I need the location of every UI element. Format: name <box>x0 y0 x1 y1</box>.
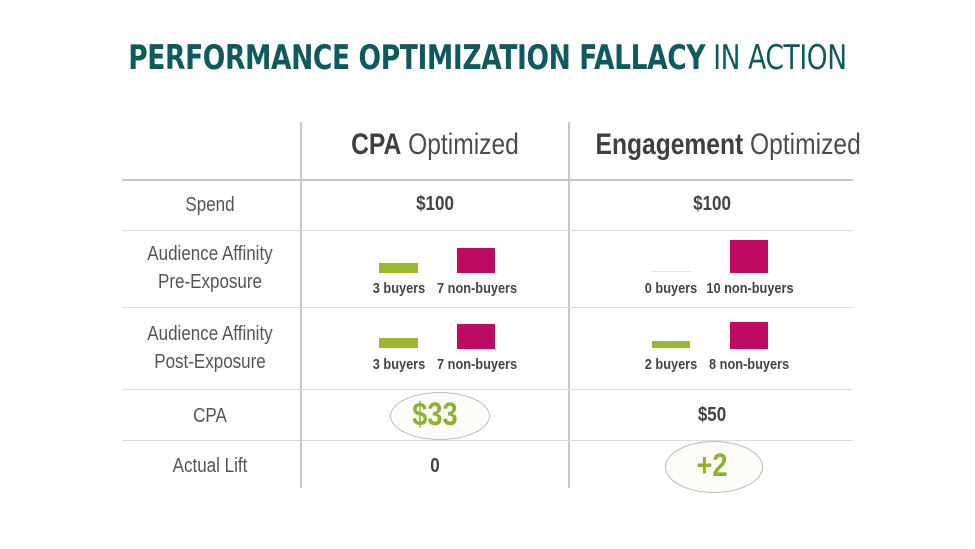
label-nonbuyers: 8 non-buyers <box>709 356 790 373</box>
row-label-cpa: CPA <box>193 405 227 427</box>
cell-cpa-engagement: $50 <box>697 404 727 426</box>
buyers-bar <box>651 271 691 272</box>
buyers-bar <box>379 338 418 348</box>
nonbuyers-bar <box>457 324 495 349</box>
cell-lift-engagement: +2 <box>696 447 728 483</box>
row-label-post-exposure: Audience Affinity Post-Exposure <box>135 320 285 376</box>
column-header-bold: Engagement <box>595 128 744 161</box>
label-nonbuyers: 7 non-buyers <box>437 280 518 297</box>
nonbuyers-bar <box>730 240 768 273</box>
row-label-line: Pre-Exposure <box>158 271 262 293</box>
label-buyers: 2 buyers <box>644 356 698 373</box>
row-rule <box>122 389 853 390</box>
column-header-bold: CPA <box>351 128 402 161</box>
row-label-actual-lift: Actual Lift <box>172 455 248 477</box>
cell-lift-cpa: 0 <box>430 455 440 477</box>
cell-cpa-cpa: $33 <box>412 396 458 432</box>
label-buyers: 0 buyers <box>644 280 698 297</box>
column-header-cpa: CPA Optimized <box>326 128 544 162</box>
buyers-bar <box>652 341 690 348</box>
column-header-engagement: Engagement Optimized <box>595 128 861 162</box>
cell-spend-cpa: $100 <box>416 193 454 215</box>
page-title: PERFORMANCE OPTIMIZATION FALLACY IN ACTI… <box>107 38 868 78</box>
label-buyers: 3 buyers <box>372 356 426 373</box>
label-nonbuyers: 7 non-buyers <box>437 356 518 373</box>
row-rule <box>122 440 853 441</box>
label-buyers: 3 buyers <box>372 280 426 297</box>
row-rule <box>122 230 853 231</box>
divider-left <box>300 122 302 488</box>
buyers-bar <box>379 263 418 273</box>
cell-spend-engagement: $100 <box>693 193 731 215</box>
row-label-spend: Spend <box>185 194 235 216</box>
nonbuyers-bar <box>457 248 495 273</box>
row-rule <box>122 307 853 308</box>
highlight-ellipse <box>390 392 490 440</box>
title-light: IN ACTION <box>713 38 847 78</box>
highlight-ellipse <box>665 441 763 493</box>
row-label-line: Audience Affinity <box>147 323 273 345</box>
nonbuyers-bar <box>730 322 768 349</box>
row-label-line: Audience Affinity <box>147 243 273 265</box>
row-label-line: Post-Exposure <box>154 351 266 373</box>
title-bold: PERFORMANCE OPTIMIZATION FALLACY <box>128 38 706 78</box>
header-rule <box>122 179 853 181</box>
divider-right <box>568 122 570 488</box>
row-label-pre-exposure: Audience Affinity Pre-Exposure <box>135 240 285 296</box>
column-header-rest: Optimized <box>750 128 861 161</box>
label-nonbuyers: 10 non-buyers <box>706 280 794 297</box>
column-header-rest: Optimized <box>408 128 519 161</box>
